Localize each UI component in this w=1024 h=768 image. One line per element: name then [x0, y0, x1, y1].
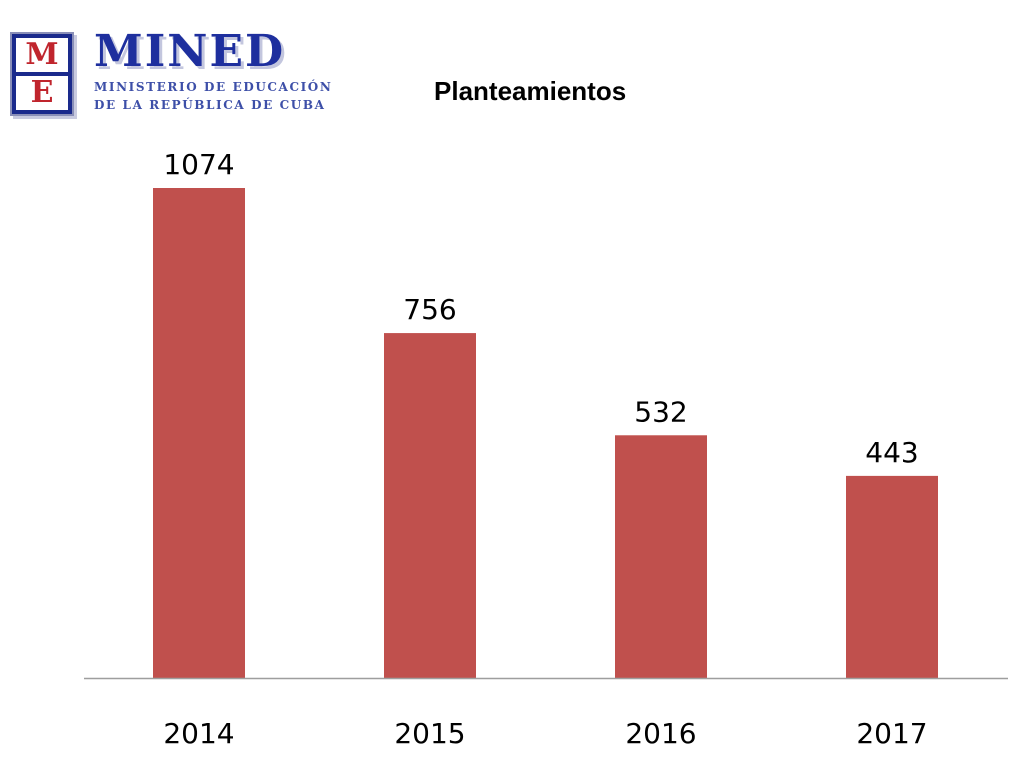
- data-label-2016: 532: [634, 395, 687, 428]
- logo-subtitle-line2: DE LA REPÚBLICA DE CUBA: [94, 98, 326, 112]
- data-label-2014: 1074: [163, 148, 234, 181]
- data-label-2017: 443: [865, 436, 918, 469]
- mined-logo: M E MINED MINISTERIO DE EDUCACIÓN DE LA …: [8, 26, 378, 120]
- logo-letter-m: M: [16, 38, 68, 72]
- bar-2017: [846, 475, 938, 678]
- logo-emblem: M E: [10, 32, 74, 116]
- x-tick-label-2016: 2016: [625, 717, 696, 750]
- bar-2014: [153, 188, 245, 678]
- x-tick-label-2017: 2017: [856, 717, 927, 750]
- bar-2016: [615, 435, 707, 678]
- logo-subtitle-line1: MINISTERIO DE EDUCACIÓN: [94, 80, 333, 94]
- chart-title: Planteamientos: [434, 76, 627, 106]
- bar-2015: [384, 333, 476, 678]
- x-tick-label-2014: 2014: [163, 717, 234, 750]
- logo-letter-e: E: [16, 76, 68, 110]
- logo-name: MINED: [94, 26, 286, 77]
- x-tick-label-2015: 2015: [394, 717, 465, 750]
- data-label-2015: 756: [403, 293, 456, 326]
